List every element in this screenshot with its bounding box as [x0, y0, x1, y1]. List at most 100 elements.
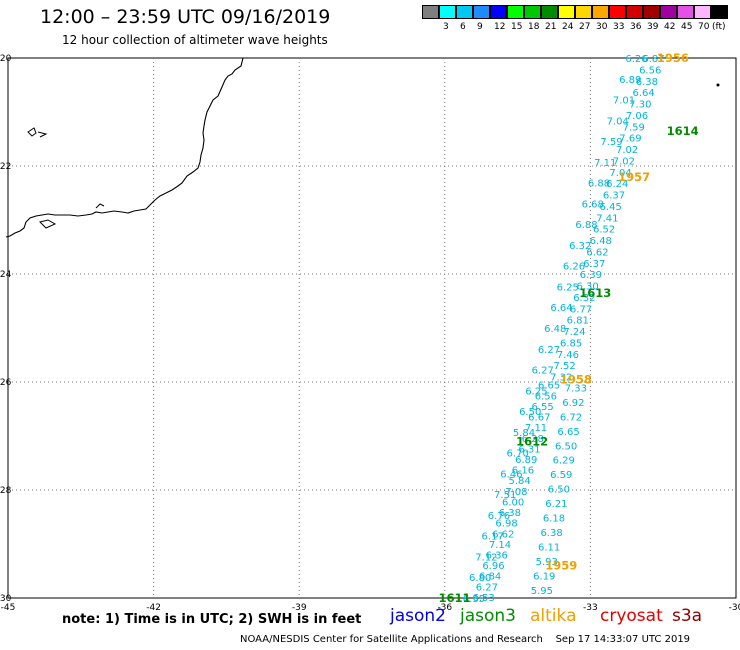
swh-value: 6.48: [590, 236, 612, 247]
swh-value: 6.48: [544, 324, 566, 335]
lon-tick-label: -42: [146, 603, 161, 613]
legend-swatch: [473, 5, 490, 19]
coastline: [5, 57, 244, 238]
altimeter-tracks: 6.266.897.017.047.597.116.886.686.886.32…: [463, 54, 665, 605]
swh-value: 6.17: [482, 532, 504, 543]
swh-value: 6.88: [588, 179, 610, 190]
swh-value: 7.02: [616, 145, 638, 156]
pass-number-label: 1957: [618, 170, 650, 184]
legend-label: 30: [596, 22, 608, 32]
swh-value: 6.64: [550, 303, 572, 314]
swh-value: 7.04: [609, 168, 631, 179]
coast-bay: [37, 131, 48, 138]
swh-value: 6.35: [463, 594, 485, 605]
swh-value: 6.92: [562, 398, 584, 409]
swh-value: 6.96: [482, 561, 504, 572]
coast-island: [27, 127, 37, 137]
legend-label: 15: [511, 22, 523, 32]
swh-value: 6.87: [642, 54, 664, 65]
swh-value: 6.65: [557, 427, 579, 438]
swh-value: 6.11: [538, 543, 560, 554]
swh-value: 7.01: [613, 96, 635, 107]
swh-value: 6.45: [600, 202, 622, 213]
swh-value: 6.55: [531, 402, 553, 413]
swh-value: 6.32: [573, 293, 595, 304]
swh-value: 6.31: [518, 444, 540, 455]
legend-swatch: [677, 5, 694, 19]
pass-labels: 1956 1614 1957 1613 1958 1612 1959 1611: [438, 51, 698, 605]
page-title: 12:00 – 23:59 UTC 09/16/2019: [40, 6, 331, 28]
swh-value: 6.56: [639, 65, 661, 76]
legend-swatch: [422, 5, 439, 19]
swh-value: 7.46: [557, 350, 579, 361]
satellite-altika: altika: [530, 606, 577, 626]
swh-value: 6.28: [522, 434, 544, 445]
swh-value: 7.52: [553, 361, 575, 372]
swh-value: 6.80: [469, 573, 491, 584]
swh-value: 5.84: [509, 476, 531, 487]
swh-value: 6.88: [575, 220, 597, 231]
swh-value: 6.38: [540, 528, 562, 539]
legend-swatch: [660, 5, 677, 19]
legend-label: 3: [443, 22, 449, 32]
swh-value: 6.62: [492, 529, 514, 540]
legend-label: 6: [460, 22, 466, 32]
swh-value: 6.27: [538, 345, 560, 356]
legend-label: 21: [545, 22, 557, 32]
legend-swatch: [575, 5, 592, 19]
legend-label: 9: [477, 22, 483, 32]
legend-swatch: [507, 5, 524, 19]
swh-value: 7.41: [596, 213, 618, 224]
swh-value: 6.50: [519, 407, 541, 418]
coast-islet: [95, 203, 105, 209]
legend-label: 12: [494, 22, 506, 32]
lon-tick-label: -45: [1, 603, 16, 613]
swh-value: 6.68: [582, 199, 604, 210]
pass-number-label: 1959: [545, 559, 577, 573]
swh-value: 6.39: [580, 270, 602, 281]
swh-value: 6.30: [576, 282, 598, 293]
map-grid: -45 -42 -39 -36 -33 -30 -20 -22 -24 -26 -28 -30: [0, 54, 740, 613]
swh-value: 7.11: [594, 158, 616, 169]
swh-value: 6.52: [593, 225, 615, 236]
swh-value: 6.27: [532, 366, 554, 377]
legend-swatch: [524, 5, 541, 19]
swh-value: 6.37: [603, 191, 625, 202]
swh-value: 6.56: [535, 391, 557, 402]
satellite-s3a: s3a: [672, 606, 703, 626]
swh-value: 6.77: [570, 304, 592, 315]
swh-value: 6.72: [560, 412, 582, 423]
swh-value: 6.70: [507, 449, 529, 460]
pass-number-label: 1958: [560, 372, 592, 386]
legend-swatch: [558, 5, 575, 19]
legend-label: 39: [647, 22, 659, 32]
swh-value: 6.59: [550, 470, 572, 481]
island-dot: [716, 83, 720, 87]
swh-value: 7.02: [613, 156, 635, 167]
pass-number-label: 1956: [657, 51, 689, 65]
swh-value: 7.11: [525, 423, 547, 434]
lon-tick-label: -33: [583, 603, 598, 613]
legend-label: 18: [528, 22, 540, 32]
swh-value: 5.84: [513, 428, 535, 439]
swh-value: 6.24: [606, 179, 628, 190]
lat-tick-label: -26: [0, 378, 12, 388]
pass-number-label: 1611: [438, 591, 470, 605]
lat-tick-label: -30: [0, 594, 12, 604]
swh-value: 6.89: [619, 75, 641, 86]
swh-value: 7.30: [629, 100, 651, 111]
legend-swatch: [592, 5, 609, 19]
lon-tick-label: -36: [437, 603, 452, 613]
swh-value: 7.14: [489, 540, 511, 551]
swh-value: 6.65: [538, 381, 560, 392]
swh-value: 6.76: [488, 511, 510, 522]
legend-label: (ft): [712, 22, 726, 32]
lat-tick-label: -22: [0, 162, 11, 172]
swh-value: 6.37: [583, 259, 605, 270]
legend-swatch: [490, 5, 507, 19]
swh-value: 6.98: [495, 519, 517, 530]
swh-value: 6.27: [476, 582, 498, 593]
legend-swatch: [456, 5, 473, 19]
swh-value: 6.84: [479, 572, 501, 583]
